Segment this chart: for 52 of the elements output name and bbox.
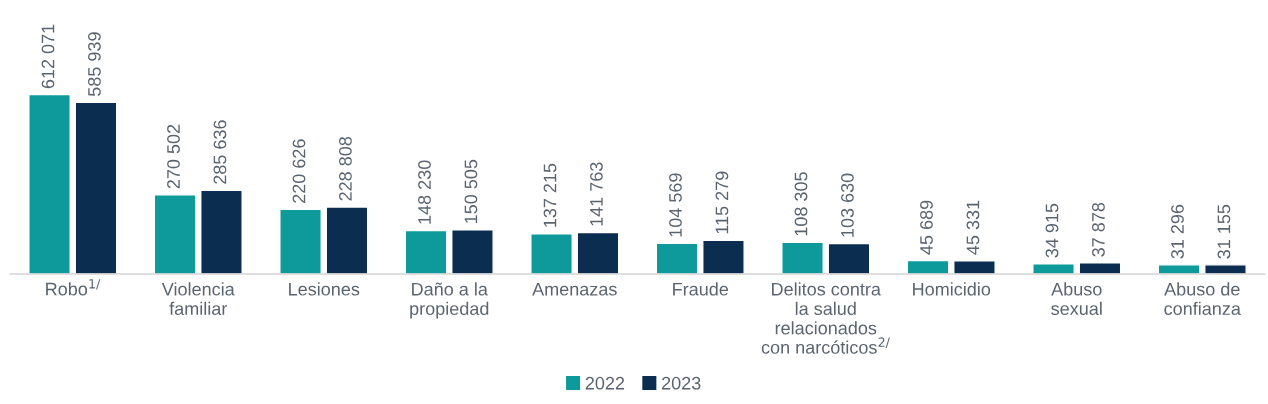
data-label: 612 071	[41, 24, 55, 89]
x-tick-label: Lesiones	[289, 282, 360, 296]
data-label: 31 296	[1171, 204, 1184, 259]
x-tick-label: Robo$^{1/}$	[46, 279, 101, 296]
x-tick-label: Fraude	[673, 282, 729, 296]
x-tick-label: Violencia familiar	[161, 282, 235, 316]
data-label: 45 689	[920, 200, 933, 255]
bar	[953, 260, 996, 274]
x-tick-label: Delitos contra la salud relacionados con narcóticos$^{2/}$	[761, 282, 890, 354]
data-label: 115 279	[715, 171, 729, 234]
bar	[1157, 264, 1201, 274]
data-label: 141 763	[590, 162, 603, 226]
bar	[451, 229, 494, 274]
bar	[28, 93, 71, 274]
x-tick-label: Homicidio	[913, 282, 991, 296]
data-label: 228 808	[339, 136, 352, 201]
data-label: 285 636	[213, 120, 227, 184]
data-label: 31 155	[1217, 204, 1231, 259]
bar	[404, 229, 448, 274]
bar	[576, 231, 620, 274]
data-label: 137 215	[543, 163, 557, 227]
data-label: 104 569	[669, 173, 682, 237]
bar	[702, 239, 745, 274]
bar	[1078, 262, 1122, 274]
data-label: 270 502	[167, 124, 180, 189]
legend-label: 2022	[585, 376, 625, 390]
data-label: 220 626	[292, 139, 306, 203]
data-label: 45 331	[966, 200, 980, 255]
bar	[1032, 263, 1075, 274]
legend-label: 2023	[661, 376, 701, 390]
x-tick-label: Abuso sexual	[1051, 282, 1102, 316]
bar	[906, 259, 950, 274]
bar	[530, 233, 573, 274]
x-tick-label: Daño a la propiedad	[410, 282, 489, 319]
bar	[655, 242, 699, 274]
data-label: 37 878	[1092, 202, 1105, 257]
data-label: 148 230	[418, 160, 431, 224]
data-label: 585 939	[88, 32, 101, 97]
bar	[781, 241, 824, 274]
data-label: 150 505	[464, 159, 478, 223]
bar	[1204, 264, 1247, 274]
bar	[153, 194, 197, 274]
data-label: 103 630	[841, 173, 854, 237]
bar	[279, 208, 322, 274]
x-tick-label: Amenazas	[532, 283, 617, 296]
bar	[200, 189, 243, 274]
data-label: 34 915	[1045, 203, 1059, 258]
bar	[325, 206, 369, 274]
x-tick-label: Abuso de confianza	[1164, 282, 1241, 316]
data-label: 108 305	[794, 172, 808, 236]
bar	[74, 101, 118, 274]
bar	[827, 242, 871, 274]
